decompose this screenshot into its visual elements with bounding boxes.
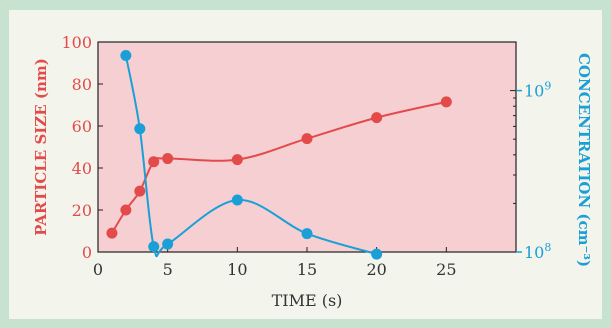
series-points bbox=[106, 49, 452, 260]
series-point-size bbox=[231, 154, 243, 166]
series-point-size bbox=[162, 153, 174, 165]
series-point-concentration bbox=[301, 228, 313, 240]
series-point-concentration bbox=[162, 238, 174, 250]
series-point-concentration bbox=[134, 123, 146, 135]
y-left-tick-label: 0 bbox=[82, 243, 92, 262]
y-left-tick-label: 40 bbox=[72, 159, 92, 178]
y-axis-right-label: CONCENTRATION (cm⁻³) bbox=[575, 53, 593, 267]
series-point-size bbox=[106, 227, 118, 239]
series-point-concentration bbox=[371, 248, 383, 260]
x-tick-label: 20 bbox=[366, 260, 386, 279]
tick-labels: 0 5 10 15 20 25 0 20 40 60 80 100 108 109 bbox=[61, 33, 551, 279]
y-axis-left-label: PARTICLE SIZE (nm) bbox=[32, 58, 50, 236]
x-tick-label: 5 bbox=[163, 260, 173, 279]
y-right-tick-label: 108 bbox=[524, 241, 551, 262]
series-point-size bbox=[148, 156, 160, 168]
series-point-size bbox=[440, 96, 452, 108]
axes bbox=[97, 41, 522, 253]
series-point-size bbox=[134, 185, 146, 197]
y-left-tick-label: 60 bbox=[72, 117, 92, 136]
series-point-concentration bbox=[148, 241, 160, 253]
series-point-size bbox=[120, 204, 132, 216]
x-tick-label: 0 bbox=[93, 260, 103, 279]
x-tick-label: 10 bbox=[227, 260, 247, 279]
x-tick-label: 15 bbox=[297, 260, 317, 279]
y-left-tick-label: 100 bbox=[61, 33, 92, 52]
plot-area bbox=[97, 41, 517, 253]
series-point-concentration bbox=[231, 194, 243, 206]
series-point-concentration bbox=[120, 49, 132, 61]
x-axis-label: TIME (s) bbox=[272, 291, 343, 310]
y-left-tick-label: 80 bbox=[72, 75, 92, 94]
y-right-tick-label: 109 bbox=[524, 80, 551, 101]
series-point-size bbox=[301, 133, 313, 145]
y-left-tick-label: 20 bbox=[72, 201, 92, 220]
series-point-size bbox=[371, 112, 383, 124]
x-tick-label: 25 bbox=[436, 260, 456, 279]
